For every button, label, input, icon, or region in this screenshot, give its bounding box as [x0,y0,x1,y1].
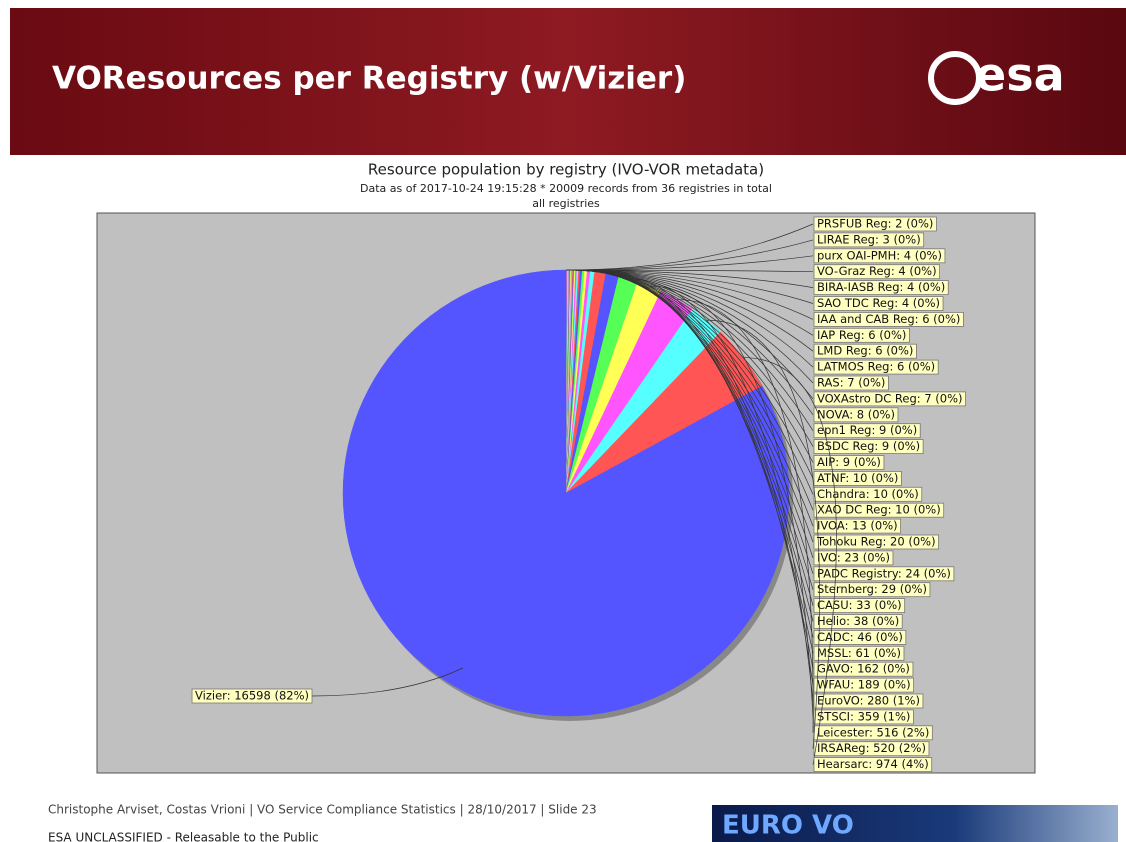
eurovo-logo: EURO VO [722,811,854,841]
slice-label: LATMOS Reg: 6 (0%) [817,360,935,374]
label-box [813,232,925,248]
label-box [813,677,914,693]
slice-label: CASU: 33 (0%) [817,598,902,612]
slice-label: IVO: 23 (0%) [817,550,890,564]
slice-label: MSSL: 61 (0%) [817,646,901,660]
leader-line [743,357,837,765]
pie-slice [342,269,790,717]
label-box [813,216,937,232]
slice-label: Leicester: 516 (2%) [817,725,929,739]
leader-line [628,278,814,702]
label-box [813,630,907,645]
slice-label: VO-Graz Reg: 4 (0%) [817,264,937,278]
label-box [813,534,939,550]
label-box [813,645,905,661]
slice-label: RAS: 7 (0%) [817,376,885,390]
label-box [813,566,955,582]
label-box [813,550,894,566]
slice-label: WFAU: 189 (0%) [817,678,911,692]
label-box [813,486,923,502]
label-box [813,264,940,280]
slice-label: BIRA-IASB Reg: 4 (0%) [817,280,945,294]
slice-label: Vizier: 16598 (82%) [195,689,309,703]
label-box [813,296,944,311]
slice-label: XAO DC Reg: 10 (0%) [817,503,941,517]
chart-subtitle: Data as of 2017-10-24 19:15:28 * 20009 r… [360,182,772,195]
leader-line [311,667,464,697]
slice-label: IAP Reg: 6 (0%) [817,328,906,342]
slice-label: Hearsarc: 974 (4%) [817,757,929,771]
label-box [191,688,313,704]
slice-label: IVOA: 13 (0%) [817,519,898,533]
leader-line [612,274,814,686]
slice-label: VOXAstro DC Reg: 7 (0%) [817,391,963,405]
slice-label: purx OAI-PMH: 4 (0%) [817,248,942,262]
chart-caption: all registries [532,197,600,210]
leader-line [649,285,814,717]
labels: PRSFUB Reg: 2 (0%)LIRAE Reg: 3 (0%) purx … [191,216,966,772]
slice-label: LMD Reg: 6 (0%) [817,344,913,358]
label-box [813,327,910,343]
slice-label: epn1 Reg: 9 (0%) [817,423,917,437]
label-box [813,582,931,598]
label-box [813,693,924,709]
slice-label: BSDC Reg: 9 (0%) [817,439,920,453]
slice-label: EuroVO: 280 (1%) [817,694,920,708]
slice-label: NOVA: 8 (0%) [817,407,895,421]
esa-emblem [928,51,982,105]
slice-label: IRSAReg: 520 (2%) [817,741,926,755]
leader-line [706,319,820,749]
slice-label: Chandra: 10 (0%) [817,487,919,501]
pie: PRSFUB Reg: 2 (0%)LIRAE Reg: 3 (0%) purx … [191,216,966,772]
slice-label: CADC: 46 (0%) [817,630,903,644]
label-box [813,439,924,455]
label-box [813,741,930,757]
slice-label: AIP: 9 (0%) [817,455,881,469]
label-box [813,757,933,772]
eurovo-banner [712,805,1118,842]
slice-label: Sternberg: 29 (0%) [817,582,927,596]
leader-line [600,272,814,670]
chart-title: Resource population by registry (IVO-VOR… [368,161,764,179]
slice-label: GAVO: 162 (0%) [817,662,910,676]
label-box [813,391,966,407]
label-box [813,359,939,375]
slice-label: LIRAE Reg: 3 (0%) [817,232,921,246]
label-box [813,407,899,423]
label-box [813,518,902,534]
slice-label: PADC Registry: 24 (0%) [817,566,951,580]
label-box [813,311,964,327]
slide-title: VOResources per Registry (w/Vizier) [52,61,686,97]
slice-label: ATNF: 10 (0%) [817,471,898,485]
slice-label: Helio: 38 (0%) [817,614,899,628]
slice-label: PRSFUB Reg: 2 (0%) [817,217,933,231]
label-box [813,614,903,629]
label-box [813,661,914,677]
slice-label: Tohoku Reg: 20 (0%) [816,535,936,549]
footer-classification: ESA UNCLASSIFIED - Releasable to the Pub… [48,831,319,842]
leader-line [588,270,814,638]
label-box [813,470,902,486]
esa-logo: esa [975,48,1065,102]
slice-label: IAA and CAB Reg: 6 (0%) [817,312,960,326]
slice-label: STSCI: 359 (1%) [817,709,910,723]
label-box [813,248,946,264]
label-box [813,709,914,725]
label-box [813,598,906,613]
label-box [813,375,889,391]
header-banner [10,8,1126,155]
leader-line [676,299,814,733]
label-box [813,502,945,518]
label-box [813,343,917,359]
slice-label: SAO TDC Reg: 4 (0%) [817,296,940,310]
footer-credit: Christophe Arviset, Costas Vrioni | VO S… [48,803,597,817]
label-box [813,423,921,439]
label-box [813,280,949,296]
